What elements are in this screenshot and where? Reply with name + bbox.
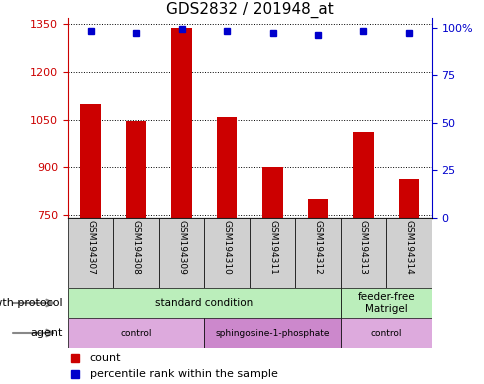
Text: GSM194314: GSM194314 bbox=[404, 220, 412, 275]
Text: sphingosine-1-phosphate: sphingosine-1-phosphate bbox=[215, 328, 329, 338]
Bar bbox=[68, 318, 204, 348]
Text: standard condition: standard condition bbox=[155, 298, 253, 308]
Bar bbox=[204, 318, 340, 348]
Bar bbox=[340, 218, 385, 288]
Text: GSM194313: GSM194313 bbox=[358, 220, 367, 275]
Text: feeder-free
Matrigel: feeder-free Matrigel bbox=[357, 292, 414, 314]
Text: control: control bbox=[370, 328, 401, 338]
Text: GSM194312: GSM194312 bbox=[313, 220, 322, 275]
Text: GSM194310: GSM194310 bbox=[222, 220, 231, 275]
Text: percentile rank within the sample: percentile rank within the sample bbox=[90, 369, 277, 379]
Bar bbox=[68, 288, 340, 318]
Bar bbox=[295, 218, 340, 288]
Text: GSM194309: GSM194309 bbox=[177, 220, 186, 275]
Bar bbox=[171, 28, 191, 218]
Bar bbox=[398, 179, 418, 218]
Bar bbox=[262, 167, 282, 218]
Bar bbox=[340, 288, 431, 318]
Title: GDS2832 / 201948_at: GDS2832 / 201948_at bbox=[166, 2, 333, 18]
Bar bbox=[204, 218, 249, 288]
Bar bbox=[216, 118, 237, 218]
Bar bbox=[352, 132, 373, 218]
Text: agent: agent bbox=[30, 328, 63, 338]
Bar bbox=[385, 218, 431, 288]
Bar bbox=[307, 199, 328, 218]
Text: GSM194307: GSM194307 bbox=[86, 220, 95, 275]
Bar bbox=[340, 318, 431, 348]
Bar bbox=[80, 104, 101, 218]
Bar bbox=[126, 121, 146, 218]
Text: GSM194311: GSM194311 bbox=[268, 220, 276, 275]
Bar bbox=[249, 218, 295, 288]
Text: count: count bbox=[90, 353, 121, 363]
Bar bbox=[113, 218, 158, 288]
Bar bbox=[158, 218, 204, 288]
Bar bbox=[68, 218, 113, 288]
Text: growth protocol: growth protocol bbox=[0, 298, 63, 308]
Text: GSM194308: GSM194308 bbox=[131, 220, 140, 275]
Text: control: control bbox=[120, 328, 151, 338]
